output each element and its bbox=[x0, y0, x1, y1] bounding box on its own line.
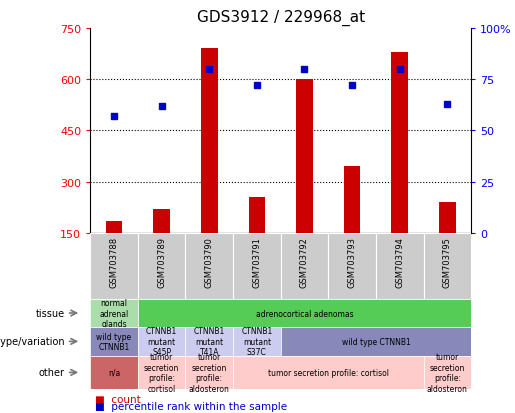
Text: GSM703791: GSM703791 bbox=[252, 237, 261, 287]
Text: GSM703794: GSM703794 bbox=[396, 237, 404, 287]
Bar bbox=[90, 327, 138, 356]
Text: ■  percentile rank within the sample: ■ percentile rank within the sample bbox=[95, 401, 287, 411]
Text: tumor
secretion
profile:
cortisol: tumor secretion profile: cortisol bbox=[144, 352, 179, 393]
Bar bbox=[138, 299, 471, 327]
Text: GSM703789: GSM703789 bbox=[157, 237, 166, 287]
Text: CTNNB1
mutant
S45P: CTNNB1 mutant S45P bbox=[146, 327, 177, 356]
Text: CTNNB1
mutant
T41A: CTNNB1 mutant T41A bbox=[194, 327, 225, 356]
Bar bbox=[233, 327, 281, 356]
Text: tumor secretion profile: cortisol: tumor secretion profile: cortisol bbox=[268, 368, 389, 377]
Text: tumor
secretion
profile:
aldosteron: tumor secretion profile: aldosteron bbox=[189, 352, 230, 393]
Bar bbox=[185, 233, 233, 299]
Bar bbox=[423, 356, 471, 389]
Text: adrenocortical adenomas: adrenocortical adenomas bbox=[255, 309, 353, 318]
Bar bbox=[138, 233, 185, 299]
Bar bbox=[281, 233, 329, 299]
Text: genotype/variation: genotype/variation bbox=[0, 337, 65, 347]
Text: other: other bbox=[39, 368, 65, 377]
Text: GSM703790: GSM703790 bbox=[205, 237, 214, 287]
Bar bbox=[391, 53, 408, 233]
Text: GSM703792: GSM703792 bbox=[300, 237, 309, 287]
Bar bbox=[233, 356, 423, 389]
Bar bbox=[281, 327, 471, 356]
Text: ■  count: ■ count bbox=[95, 394, 141, 404]
Text: wild type CTNNB1: wild type CTNNB1 bbox=[341, 337, 410, 346]
Bar bbox=[439, 203, 456, 233]
Text: normal
adrenal
glands: normal adrenal glands bbox=[99, 299, 129, 328]
Text: wild type
CTNNB1: wild type CTNNB1 bbox=[96, 332, 131, 351]
Bar bbox=[376, 233, 423, 299]
Bar bbox=[423, 233, 471, 299]
Text: tissue: tissue bbox=[36, 308, 65, 318]
Bar bbox=[329, 233, 376, 299]
Bar bbox=[233, 233, 281, 299]
Bar bbox=[90, 299, 138, 327]
Text: GSM703788: GSM703788 bbox=[110, 237, 118, 287]
Bar bbox=[296, 80, 313, 233]
Bar bbox=[344, 167, 360, 233]
Bar bbox=[106, 221, 122, 233]
Text: GSM703793: GSM703793 bbox=[348, 237, 356, 287]
Bar bbox=[185, 356, 233, 389]
Bar bbox=[153, 209, 170, 233]
Text: n/a: n/a bbox=[108, 368, 120, 377]
Bar bbox=[249, 197, 265, 233]
Bar bbox=[138, 356, 185, 389]
Text: GSM703795: GSM703795 bbox=[443, 237, 452, 287]
Bar bbox=[185, 327, 233, 356]
Title: GDS3912 / 229968_at: GDS3912 / 229968_at bbox=[197, 10, 365, 26]
Text: tumor
secretion
profile:
aldosteron: tumor secretion profile: aldosteron bbox=[427, 352, 468, 393]
Text: CTNNB1
mutant
S37C: CTNNB1 mutant S37C bbox=[241, 327, 272, 356]
Bar bbox=[90, 356, 138, 389]
Bar bbox=[138, 327, 185, 356]
Bar bbox=[201, 49, 217, 233]
Bar bbox=[90, 233, 138, 299]
